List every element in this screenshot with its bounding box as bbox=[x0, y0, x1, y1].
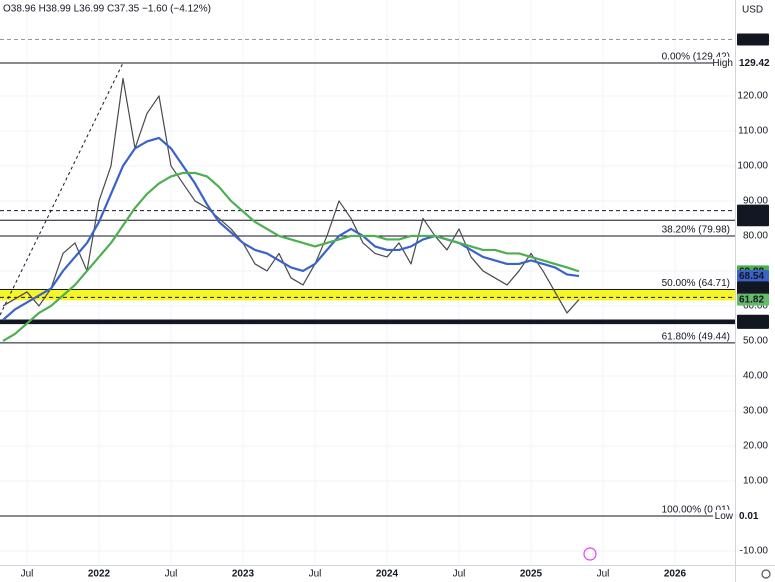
y-tick-label: 120.00 bbox=[737, 91, 768, 102]
price-tag bbox=[737, 33, 769, 46]
price-tag bbox=[737, 204, 769, 217]
price-tag bbox=[737, 293, 769, 306]
series-line bbox=[2, 136, 580, 321]
price-tag bbox=[737, 281, 769, 294]
fib-label: 38.20% (79.98) bbox=[662, 225, 730, 236]
tag-caption: Low bbox=[715, 511, 734, 522]
y-tick-label: 60.00 bbox=[743, 301, 768, 312]
fib-label: 50.00% (64.71) bbox=[662, 278, 730, 289]
y-tick-label: 50.00 bbox=[743, 336, 768, 347]
gear[interactable] bbox=[761, 569, 771, 579]
tag-caption-bg bbox=[713, 56, 735, 69]
price-tag-label: 65.29 bbox=[739, 283, 764, 294]
plot: 0.00% (129.42) 38.20% (79.98) 50.00% (64.7… bbox=[0, 0, 735, 565]
y-tick-label: 10.00 bbox=[743, 476, 768, 487]
currency: USD bbox=[742, 5, 763, 16]
y-tick-label: 20.00 bbox=[743, 441, 768, 452]
price-tag-label: 129.42 bbox=[739, 58, 770, 69]
price-tag bbox=[737, 214, 769, 227]
y-tick-label: 80.00 bbox=[743, 231, 768, 242]
y-tick-label: 100.00 bbox=[737, 161, 768, 172]
price-tag-label: 136.13 bbox=[739, 35, 770, 46]
fib-label: 0.00% (129.42) bbox=[662, 52, 730, 63]
price-tag bbox=[737, 316, 769, 329]
y-tick-label: 110.00 bbox=[738, 126, 768, 137]
tv-icon[interactable] bbox=[583, 547, 597, 561]
x-tick-label: 2025 bbox=[520, 569, 543, 580]
x-tick-label: Jul bbox=[309, 569, 322, 580]
x-tick-label: 2023 bbox=[232, 569, 255, 580]
series-line bbox=[2, 77, 580, 314]
ohlc-header: O38.96 H38.99 L36.99 C37.35 −1.60 (−4.12… bbox=[3, 4, 211, 15]
axis-settings-icon[interactable] bbox=[761, 569, 771, 579]
price-tag-label: 61.82 bbox=[739, 295, 764, 306]
y-tick-label: 90.00 bbox=[743, 196, 768, 207]
tag-caption: High bbox=[712, 58, 733, 69]
price-tag-label: 87.23 bbox=[739, 206, 764, 217]
x-tick-label: Jul bbox=[597, 569, 610, 580]
price-tag-label: 84.49 bbox=[739, 215, 764, 226]
price-tag-label: 55.15 bbox=[739, 318, 764, 329]
x-tick-label: 2022 bbox=[88, 569, 111, 580]
price-tag-label: 68.54 bbox=[739, 271, 764, 282]
x-tick-label: 2026 bbox=[664, 569, 687, 580]
icon-circle[interactable] bbox=[583, 547, 597, 561]
highlight-zone bbox=[0, 288, 735, 301]
tag-caption-bg bbox=[713, 509, 735, 522]
x-tick-label: 2024 bbox=[376, 569, 399, 580]
y-tick-label: -10.00 bbox=[740, 546, 769, 557]
x-tick-label: Jul bbox=[453, 569, 466, 580]
price-tag bbox=[737, 56, 769, 69]
fib-label: 100.00% (0.01) bbox=[662, 505, 730, 516]
x-tick-label: Jul bbox=[21, 569, 34, 580]
fib-label: 61.80% (49.44) bbox=[662, 332, 730, 343]
price-tag bbox=[737, 270, 769, 283]
trend-line bbox=[0, 62, 124, 316]
x-tick-label: Jul bbox=[165, 569, 178, 580]
y-tick-label: 40.00 bbox=[743, 371, 768, 382]
price-tag bbox=[737, 509, 769, 522]
price-tag-label: 0.01 bbox=[739, 511, 759, 522]
y-tick-label: 30.00 bbox=[743, 406, 768, 417]
series-line bbox=[2, 171, 580, 342]
